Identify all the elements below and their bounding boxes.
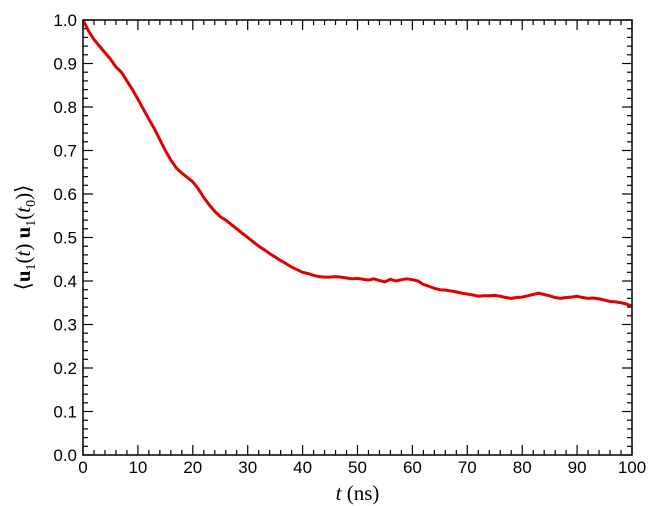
x-tick-label: 10 — [128, 458, 147, 477]
y-tick-label: 0.2 — [53, 359, 77, 378]
y-tick-label: 0.3 — [53, 316, 77, 335]
y-axis-title: ⟨u1(t) u1(t0)⟩ — [11, 185, 39, 291]
y-vector-u2: u — [11, 226, 35, 238]
y-tick-label: 0.6 — [53, 185, 77, 204]
x-axis-title: t (ns) — [336, 481, 380, 505]
x-tick-label: 90 — [568, 458, 587, 477]
y-tick-label: 0.1 — [53, 403, 77, 422]
series-line — [81, 19, 633, 308]
y-tick-label: 0.4 — [53, 272, 77, 291]
x-tick-label: 20 — [183, 458, 202, 477]
y-subscript-1b: 1 — [24, 220, 39, 227]
y-open-bracket: ⟨ — [11, 282, 35, 290]
y-tick-label: 1.0 — [53, 11, 77, 30]
x-axis-unit: (ns) — [341, 481, 379, 505]
y-tick-label: 0.5 — [53, 229, 77, 248]
y-tick-label: 0.8 — [53, 98, 77, 117]
x-tick-label: 30 — [238, 458, 257, 477]
y-subscript-1: 1 — [24, 263, 39, 270]
x-tick-label: 0 — [78, 458, 87, 477]
x-tick-label: 100 — [618, 458, 646, 477]
y-tick-label: 0.7 — [53, 142, 77, 161]
x-tick-label: 70 — [458, 458, 477, 477]
y-subscript-0: 0 — [24, 200, 39, 207]
x-tick-label: 40 — [293, 458, 312, 477]
axis-ticks — [82, 19, 633, 456]
y-tick-label: 0.9 — [53, 55, 77, 74]
y-vector-u: u — [11, 270, 35, 282]
x-tick-label: 80 — [513, 458, 532, 477]
y-time-t: t — [11, 249, 35, 256]
y-time-t0: t — [11, 206, 35, 213]
y-close-bracket: ⟩ — [11, 185, 35, 193]
plot-frame — [82, 19, 633, 456]
x-tick-labels: 0 10 20 30 40 50 60 70 80 90 100 — [78, 458, 646, 477]
y-tick-labels: 0.0 0.1 0.2 0.3 0.4 0.5 0.6 0.7 0.8 0.9 1.0 — [53, 11, 77, 465]
y-tick-label: 0.0 — [53, 446, 77, 465]
x-axis-variable: t — [336, 481, 343, 505]
x-tick-label: 50 — [348, 458, 367, 477]
x-tick-label: 60 — [403, 458, 422, 477]
